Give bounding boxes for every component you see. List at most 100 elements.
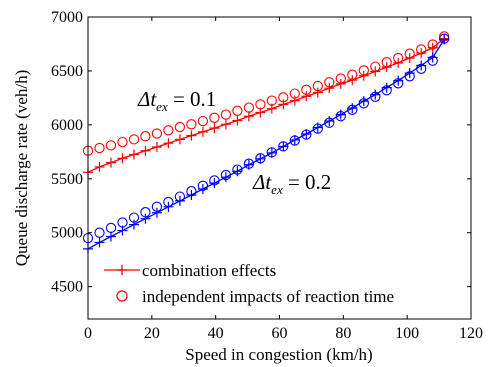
- series-1-point: [220, 109, 232, 120]
- series-2-point: [94, 237, 105, 248]
- series-0-point: [163, 138, 174, 149]
- series-1-point: [232, 105, 243, 116]
- series-3-point: [197, 180, 209, 191]
- series-3-point: [163, 196, 174, 208]
- series-1-point: [186, 119, 197, 130]
- series-0-point: [151, 141, 162, 152]
- series-0-point: [358, 70, 369, 81]
- series-3-point: [232, 164, 243, 175]
- series-2-point: [266, 147, 277, 158]
- series-1-point: [427, 39, 438, 50]
- series-2-point: [301, 129, 312, 140]
- series-3-point: [358, 98, 369, 109]
- series-0-point: [140, 145, 151, 156]
- series-2-point: [151, 207, 162, 218]
- series-1-point: [278, 92, 289, 103]
- series-1-point: [174, 121, 186, 133]
- series-2-point: [140, 213, 151, 224]
- series-3-point: [94, 227, 105, 238]
- series-0-point: [94, 161, 105, 172]
- series-3-point: [370, 91, 381, 102]
- series-3-point: [255, 153, 266, 164]
- series-3-point: [186, 186, 197, 197]
- series-3-point: [324, 117, 335, 128]
- series-1-point: [140, 131, 151, 142]
- series-2-point: [278, 141, 289, 152]
- annotation-dtex-0.2: Δtex = 0.2: [252, 170, 331, 197]
- series-3-point: [174, 191, 186, 202]
- series-0-point: [220, 119, 231, 130]
- series-3-point: [289, 135, 300, 146]
- y-axis-label: Queue discharge rate (veh/h): [12, 70, 31, 267]
- series-3-point: [266, 147, 277, 158]
- series-2-point: [105, 231, 116, 242]
- series-0-point: [128, 149, 139, 160]
- anno2-rest: = 0.2: [283, 170, 332, 194]
- series-3-point: [381, 85, 392, 96]
- ticks-layer: 0 20 40 60 80 100 120 4500 5000 5500 6000 6500 7000: [51, 9, 483, 342]
- series-2-point: [128, 219, 139, 230]
- series-1-point: [301, 84, 312, 95]
- x-axis-label: Speed in congestion (km/h): [185, 345, 372, 364]
- x-tick-label: 40: [208, 325, 224, 342]
- anno2-main: Δt: [252, 170, 272, 194]
- series-3-point: [278, 141, 289, 152]
- anno1-main: Δt: [137, 87, 157, 111]
- series-layer: [82, 31, 450, 254]
- series-3-point: [347, 104, 358, 115]
- series-1-point: [312, 80, 323, 92]
- series-1-point: [128, 134, 140, 145]
- y-tick-label: 6000: [51, 117, 83, 134]
- series-1-point: [243, 102, 255, 113]
- series-1-point: [266, 95, 277, 106]
- series-3-point: [117, 217, 128, 228]
- x-tick-label: 60: [272, 325, 288, 342]
- series-1-point: [335, 73, 346, 84]
- series-1-point: [381, 57, 392, 68]
- series-0-point: [117, 153, 128, 164]
- x-tick-label: 120: [459, 325, 483, 342]
- series-1-point: [255, 99, 266, 110]
- annotation-dtex-0.1: Δtex = 0.1: [137, 87, 216, 114]
- x-tick-label: 80: [335, 325, 351, 342]
- series-1-point: [163, 125, 174, 136]
- series-1-point: [404, 48, 415, 59]
- series-3-point: [427, 55, 438, 66]
- series-0-point: [312, 87, 323, 98]
- series-1-point: [197, 115, 209, 127]
- legend-label-independent: independent impacts of reaction time: [142, 287, 394, 306]
- series-3-point: [209, 175, 220, 186]
- series-1-point: [393, 52, 404, 64]
- series-0-point: [174, 134, 185, 145]
- anno1-rest: = 0.1: [168, 87, 217, 111]
- series-0-point: [335, 78, 346, 89]
- series-0-point: [105, 157, 116, 168]
- series-0-point: [232, 115, 243, 126]
- y-tick-label: 7000: [51, 9, 83, 26]
- series-1-point: [151, 128, 163, 139]
- series-0-point: [301, 91, 312, 102]
- legend-label-combination: combination effects: [142, 261, 276, 280]
- series-2-point: [255, 153, 266, 164]
- series-1-point: [209, 112, 220, 123]
- series-0-point: [209, 123, 220, 134]
- series-3-point: [220, 169, 232, 181]
- series-0-point: [289, 95, 300, 106]
- x-tick-label: 100: [395, 325, 419, 342]
- series-3-point: [439, 33, 450, 44]
- series-3-point: [243, 158, 255, 169]
- series-3-point: [335, 111, 346, 122]
- y-tick-label: 5500: [51, 171, 83, 188]
- series-3-point: [128, 212, 140, 223]
- series-2-point: [370, 89, 381, 100]
- series-2-point: [358, 96, 369, 107]
- anno1-sub: ex: [156, 99, 168, 114]
- legend: combination effects independent impacts …: [104, 261, 394, 306]
- y-tick-label: 6500: [51, 63, 83, 80]
- series-1-point: [358, 65, 369, 76]
- y-tick-label: 4500: [51, 279, 83, 296]
- series-3-point: [140, 207, 151, 218]
- series-1-point: [370, 61, 381, 72]
- x-tick-label: 0: [84, 325, 92, 342]
- series-0-point: [197, 126, 208, 137]
